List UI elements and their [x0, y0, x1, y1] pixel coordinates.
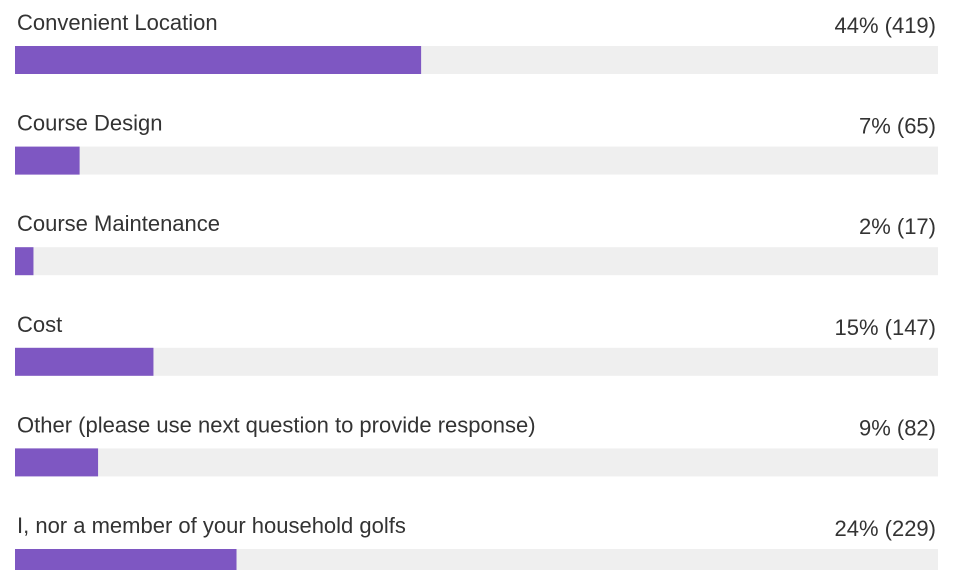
- option-label: Other (please use next question to provi…: [17, 412, 536, 437]
- option-label: Course Maintenance: [17, 211, 220, 236]
- value-label: 2% (17): [859, 214, 936, 239]
- option-label: Course Design: [17, 111, 163, 136]
- bar: [15, 46, 422, 74]
- bar-track: [15, 448, 938, 477]
- bar: [15, 247, 34, 276]
- bar-track: [15, 347, 938, 376]
- bar-track: [15, 549, 938, 570]
- bar-track: [15, 146, 938, 175]
- bar: [15, 146, 80, 175]
- value-label: 9% (82): [859, 415, 936, 440]
- bar: [15, 448, 99, 477]
- bar-track: [15, 247, 938, 276]
- value-label: 24% (229): [834, 516, 936, 541]
- bar: [15, 347, 154, 376]
- bar: [15, 549, 237, 570]
- value-label: 44% (419): [834, 13, 936, 38]
- value-label: 7% (65): [859, 114, 936, 139]
- option-label: Cost: [17, 312, 62, 337]
- value-label: 15% (147): [834, 315, 936, 340]
- option-label: I, nor a member of your household golfs: [17, 513, 406, 538]
- option-label: Convenient Location: [17, 10, 218, 35]
